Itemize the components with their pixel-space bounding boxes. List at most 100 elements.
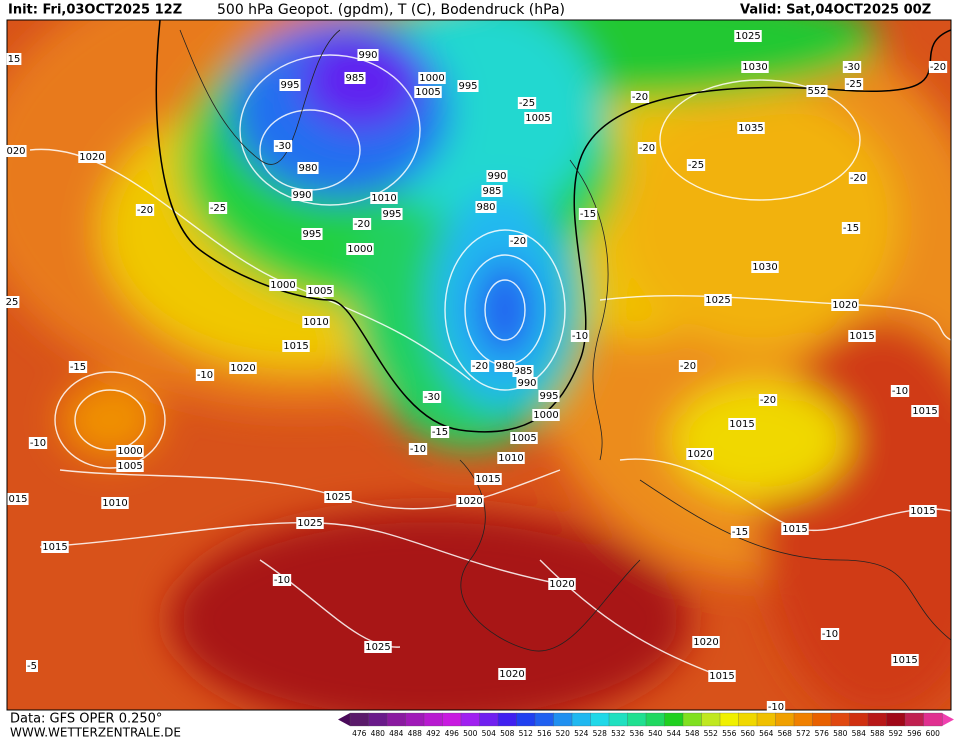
contour-label: -30: [275, 141, 291, 152]
contour-label-box: [291, 189, 313, 201]
colorbar-swatch: [664, 712, 684, 727]
contour-label-box: [208, 202, 228, 214]
contour-label: 980: [298, 163, 317, 174]
colorbar-label: 556: [722, 729, 737, 738]
colorbar-swatch: [553, 712, 573, 727]
contour-label-box: [297, 162, 319, 174]
colorbar-swatch: [460, 712, 480, 727]
contour-label: 1010: [303, 317, 328, 328]
contour-label-box: [26, 660, 38, 672]
colorbar-label: 492: [426, 729, 441, 738]
contour-label-box: [848, 172, 868, 184]
contour-label-box: [548, 578, 576, 590]
contour-label-box: [195, 369, 215, 381]
contour-label-box: [497, 452, 525, 464]
contour-label-box: [911, 405, 939, 417]
colorbar-swatch: [849, 712, 869, 727]
contour-label: 552: [807, 86, 826, 97]
colorbar-label: 580: [833, 729, 848, 738]
colorbar-swatch: [867, 712, 887, 727]
contour-label-box: [364, 641, 392, 653]
contour-label: 1025: [325, 492, 350, 503]
colorbar-swatch: [405, 712, 425, 727]
552-line: [155, 20, 951, 433]
colorbar-swatch: [590, 712, 610, 727]
init-time: Init: Fri,03OCT2025 12Z: [8, 3, 182, 18]
contour-label: 1020: [499, 669, 524, 680]
colorbar-label: 476: [352, 729, 367, 738]
contour-label-box: [324, 491, 352, 503]
colorbar-label: 516: [537, 729, 552, 738]
colorbar-swatch: [830, 712, 850, 727]
colorbar-label: 560: [741, 729, 756, 738]
contour-label: -20: [930, 62, 946, 73]
contour-label: 1000: [347, 244, 372, 255]
contour-label-box: [301, 228, 323, 240]
contour-label-box: [741, 61, 769, 73]
contour-label-box: [848, 330, 876, 342]
contour-label: -25: [519, 98, 535, 109]
contour-label: -30: [844, 62, 860, 73]
colorbar-swatch: [497, 712, 517, 727]
contour-label-box: [728, 418, 756, 430]
contour-label: -15: [70, 362, 86, 373]
contour-label: 1010: [102, 498, 127, 509]
colorbar-label: 592: [889, 729, 904, 738]
colorbar-label: 504: [482, 729, 497, 738]
contour-label-box: [734, 30, 762, 42]
contour-label-box: [508, 235, 528, 247]
contour-label: -15: [580, 209, 596, 220]
contour-label: 980: [476, 202, 495, 213]
contour-label: -20: [137, 205, 153, 216]
contour-label-box: [766, 701, 786, 713]
contour-label-box: [7, 493, 29, 505]
contour-label-box: [422, 391, 442, 403]
contour-label-box: [135, 204, 155, 216]
contour-label: -10: [197, 370, 213, 381]
contour-label: 25: [6, 297, 19, 308]
contour-label-box: [41, 541, 69, 553]
contour-label: 990: [292, 190, 311, 201]
colorbar-label: 488: [408, 729, 423, 738]
colorbar-swatch: [904, 712, 924, 727]
contour-label-box: [909, 505, 937, 517]
colorbar-label: 508: [500, 729, 515, 738]
contour-label-box: [498, 668, 526, 680]
colorbar-arrow-left: [338, 713, 350, 726]
colorbar-swatch: [645, 712, 665, 727]
contour-label-box: [4, 296, 20, 308]
colorbar-swatch: [793, 712, 813, 727]
contour-label-box: [5, 145, 27, 157]
contour-label-box: [408, 443, 428, 455]
contour-label-box: [737, 122, 765, 134]
contour-label: 1015: [729, 419, 754, 430]
colorbar-swatch: [738, 712, 758, 727]
contour-label-box: [306, 285, 334, 297]
contour-label-box: [279, 79, 301, 91]
contour-label-box: [474, 473, 502, 485]
colorbar-label: 564: [759, 729, 774, 738]
map-frame: [6, 19, 952, 711]
contour-label: -20: [510, 236, 526, 247]
contour-label: -15: [732, 527, 748, 538]
contour-label: -15: [432, 427, 448, 438]
contour-label: 1025: [365, 642, 390, 653]
contour-label-box: [344, 72, 366, 84]
contour-label-box: [470, 360, 490, 372]
colorbar-label: 584: [852, 729, 867, 738]
contour-label: 1000: [419, 73, 444, 84]
contour-label-box: [381, 208, 403, 220]
contour-label: 1020: [693, 637, 718, 648]
contour-label-box: [296, 517, 324, 529]
contour-label-box: [831, 299, 859, 311]
contour-label-box: [891, 654, 919, 666]
contour-label-box: [806, 85, 828, 97]
colorbar-swatch: [349, 712, 369, 727]
contour-label-box: [282, 340, 310, 352]
contour-label: -20: [760, 395, 776, 406]
contour-label: 990: [487, 171, 506, 182]
contour-label: 1000: [270, 280, 295, 291]
contour-label: -5: [27, 661, 37, 672]
contour-label: 995: [280, 80, 299, 91]
valid-time: Valid: Sat,04OCT2025 00Z: [740, 3, 931, 18]
